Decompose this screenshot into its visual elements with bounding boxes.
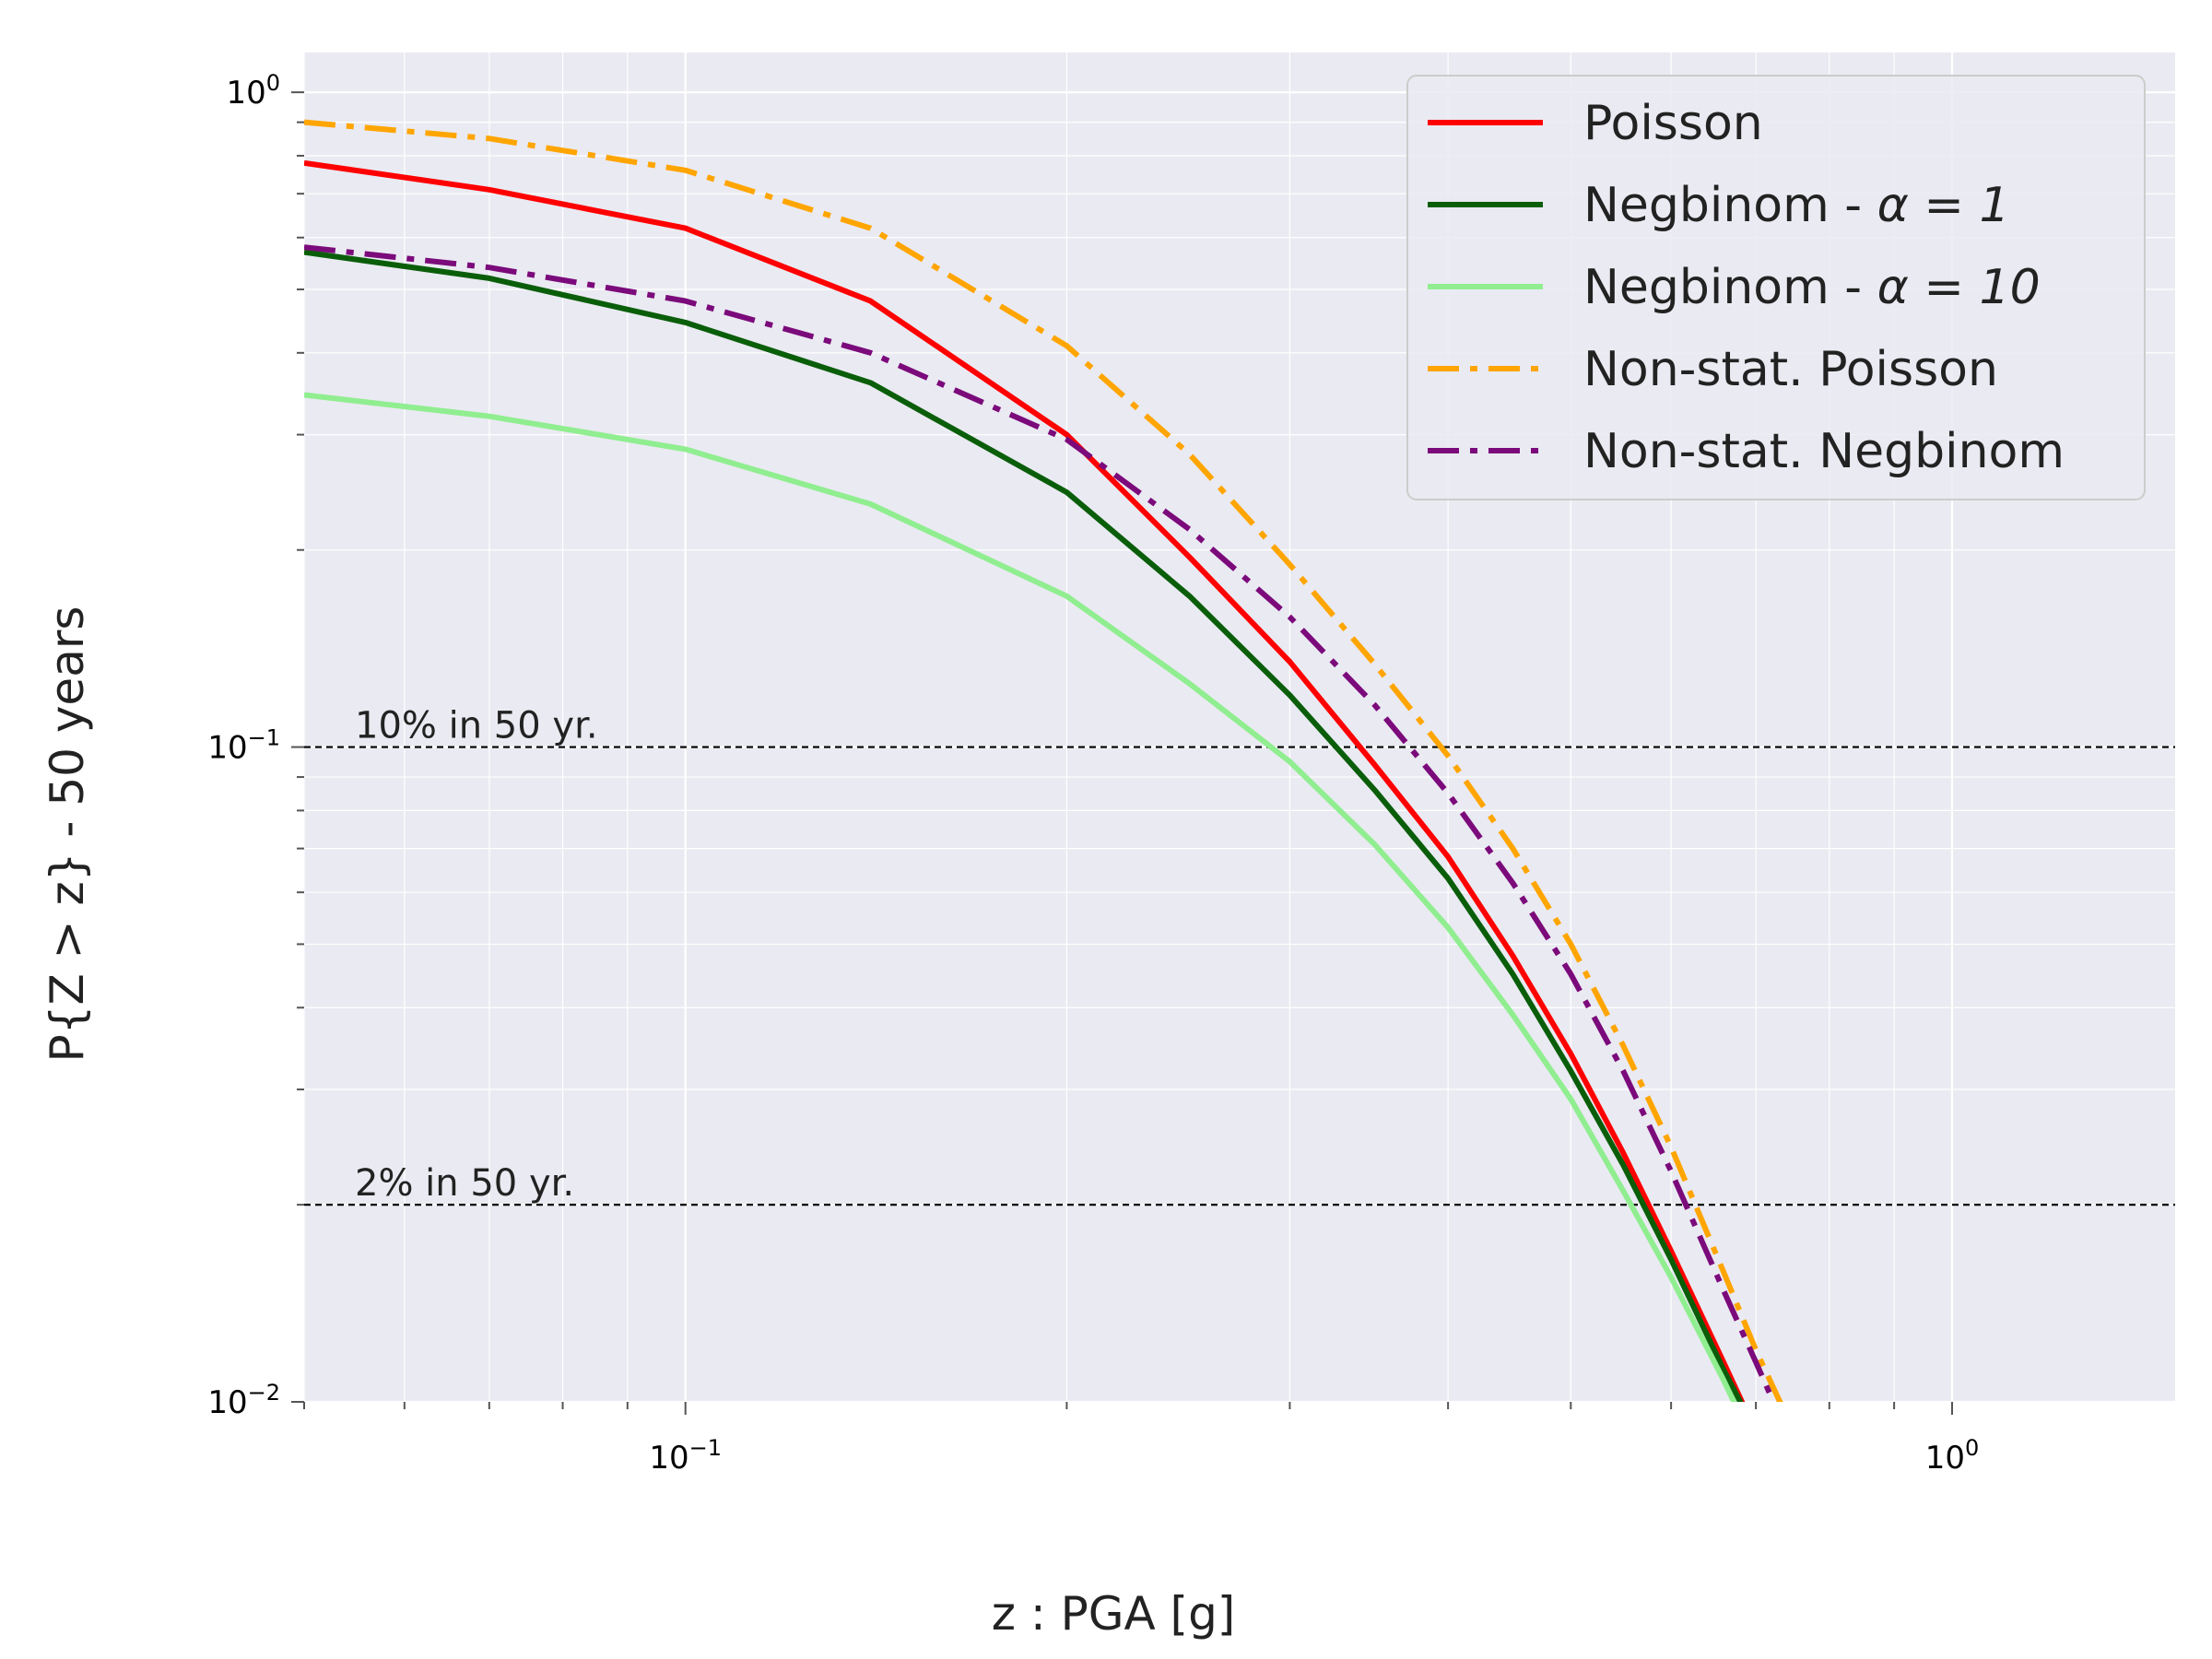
series-lines: [304, 119, 1783, 1402]
tick-labels: 10−1 100 100 10−1 10−2: [207, 70, 1979, 1477]
axis-ticks: [291, 91, 1953, 1415]
x-tick-label: 100: [1925, 1435, 1980, 1477]
legend-box: [1406, 75, 2146, 500]
reference-line-label: 10% in 50 yr.: [355, 705, 598, 747]
legend: Poisson Negbinom - α = 1 Negbinom - α = 10…: [1406, 75, 2146, 500]
legend-label: Negbinom - α = 1: [1583, 178, 2010, 233]
x-axis-label: z : PGA [g]: [992, 1587, 1236, 1641]
y-tick-label: 100: [226, 70, 280, 112]
series-line: [304, 159, 1746, 1402]
y-tick-label: 10−2: [207, 1380, 280, 1421]
x-tick-label: 10−1: [649, 1435, 722, 1477]
y-tick-label: 10−1: [207, 725, 280, 767]
series-line: [304, 249, 1744, 1402]
legend-label: Non-stat. Poisson: [1583, 342, 1998, 397]
series-line: [304, 119, 1783, 1402]
y-axis-label: P{Z > z} - 50 years: [41, 606, 94, 1063]
legend-label: Poisson: [1583, 96, 1763, 151]
reference-line-label: 2% in 50 yr.: [355, 1162, 574, 1205]
legend-label: Non-stat. Negbinom: [1583, 424, 2065, 479]
legend-label: Negbinom - α = 10: [1583, 260, 2041, 315]
reference-lines: 10% in 50 yr. 2% in 50 yr.: [304, 705, 2175, 1206]
series-line: [304, 392, 1737, 1402]
